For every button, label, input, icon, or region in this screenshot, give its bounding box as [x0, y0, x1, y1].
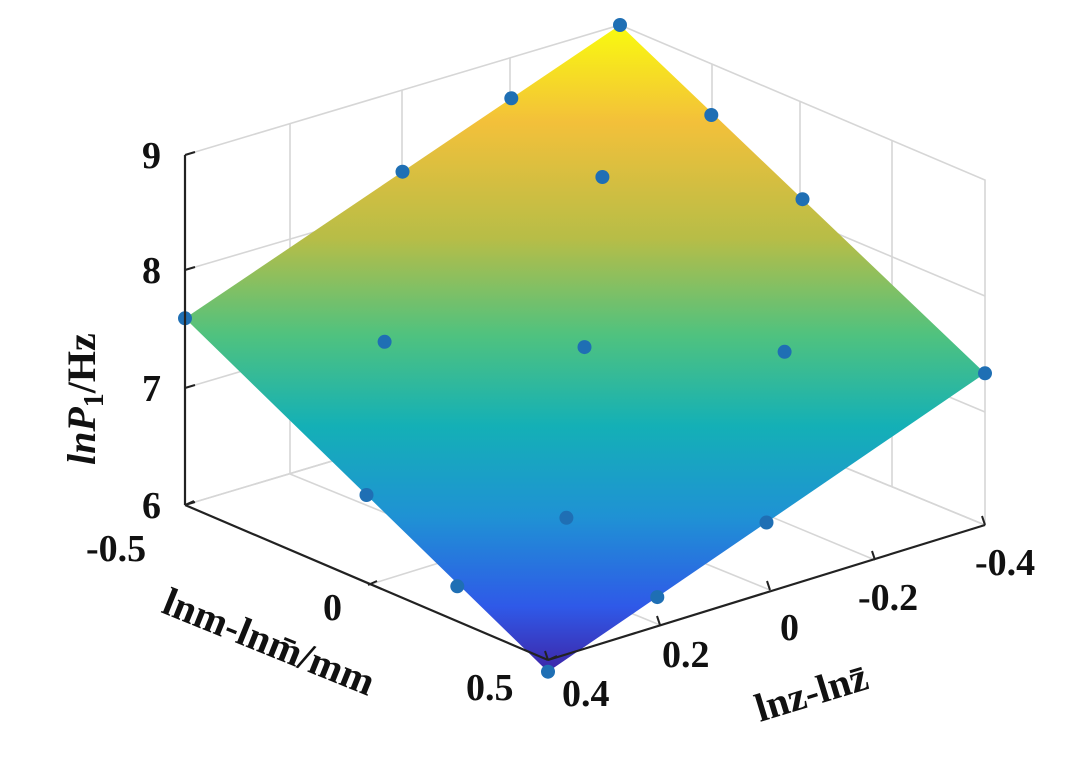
z-tick-labels: 9 8 7 6 [142, 135, 161, 527]
data-point [450, 579, 465, 594]
z-label-sub: 1 [79, 393, 110, 407]
data-point [795, 192, 810, 207]
axes-lines [183, 151, 986, 662]
y-tick-labels: 0.4 0.2 0 -0.2 -0.4 [562, 542, 1035, 715]
x-tick-label: -0.5 [86, 528, 146, 570]
data-point [377, 334, 392, 349]
z-label-main: lnP [59, 407, 104, 465]
data-point [595, 170, 610, 184]
data-point [559, 510, 574, 525]
y-tick-label: 0.2 [662, 634, 710, 676]
data-point [577, 340, 592, 355]
data-point [613, 18, 627, 32]
y-tick-label: -0.4 [975, 542, 1035, 584]
data-point [504, 91, 519, 106]
x-axis-line [184, 503, 549, 662]
data-points [178, 18, 992, 679]
x-axis-label: lnm-lnm̄/mm [157, 579, 382, 705]
x-tick-label: 0 [323, 587, 342, 629]
z-tick-label: 8 [142, 250, 161, 292]
x-tick-label: 0.5 [466, 667, 514, 709]
x-tick-labels: -0.5 0 0.5 [86, 528, 514, 709]
y-tick-label: -0.2 [858, 577, 918, 619]
data-point [541, 664, 555, 679]
data-point [704, 108, 719, 122]
z-tick-label: 7 [142, 368, 161, 410]
data-point [359, 488, 374, 502]
z-label-unit: /Hz [59, 333, 104, 394]
z-axis-label: lnP1/Hz [59, 333, 110, 465]
y-tick-label: 0.4 [562, 673, 610, 715]
data-point [395, 164, 410, 179]
z-tick-label: 6 [142, 485, 161, 527]
data-point [978, 366, 992, 381]
data-point [759, 515, 774, 530]
data-point [777, 344, 792, 359]
y-axis-label: lnz-lnz̄ [749, 654, 873, 731]
y-tick-label: 0 [780, 607, 799, 649]
z-tick-label: 9 [142, 135, 161, 177]
data-point [650, 590, 665, 605]
y-axis-line [547, 523, 986, 662]
